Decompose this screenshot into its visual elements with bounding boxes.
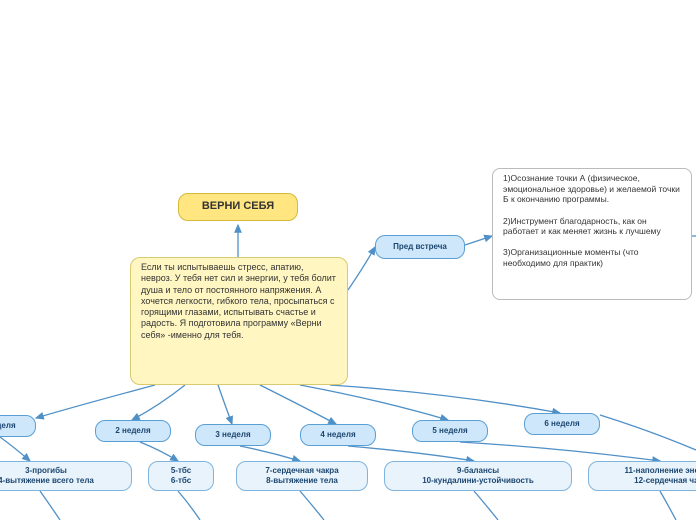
mindmap-canvas: { "canvas": { "width": 696, "height": 52… <box>0 0 696 520</box>
week-2-text: 2 неделя <box>115 426 150 436</box>
week-2-detail-text: 5-тбс 6-тбс <box>171 466 191 486</box>
week-5-node[interactable]: 5 неделя <box>412 420 488 442</box>
info-text: 1)Осознание точки А (физическое, эмоцион… <box>503 173 681 269</box>
week-5-text: 5 неделя <box>432 426 467 436</box>
week-4-detail-node[interactable]: 9-балансы 10-кундалини-устойчивость <box>384 461 572 491</box>
week-4-text: 4 неделя <box>320 430 355 440</box>
desc-text: Если ты испытываешь стресс, апатию, невр… <box>141 262 337 341</box>
week-5-detail-node[interactable]: 11-наполнение энергией 12-сердечная чакр… <box>588 461 696 491</box>
central-description-node[interactable]: Если ты испытываешь стресс, апатию, невр… <box>130 257 348 385</box>
pre-meeting-info-node[interactable]: 1)Осознание точки А (физическое, эмоцион… <box>492 168 692 300</box>
pred-text: Пред встреча <box>393 242 447 252</box>
week-1-node[interactable]: 1 неделя <box>0 415 36 437</box>
week-6-text: 6 неделя <box>544 419 579 429</box>
week-1-text: 1 неделя <box>0 421 16 431</box>
week-4-node[interactable]: 4 неделя <box>300 424 376 446</box>
week-2-detail-node[interactable]: 5-тбс 6-тбс <box>148 461 214 491</box>
week-1-detail-node[interactable]: 3-прогибы 4-вытяжение всего тела <box>0 461 132 491</box>
title-text: ВЕРНИ СЕБЯ <box>202 200 274 214</box>
week-1-detail-text: 3-прогибы 4-вытяжение всего тела <box>0 466 94 486</box>
mindmap-title-node[interactable]: ВЕРНИ СЕБЯ <box>178 193 298 221</box>
pre-meeting-node[interactable]: Пред встреча <box>375 235 465 259</box>
week-6-node[interactable]: 6 неделя <box>524 413 600 435</box>
week-3-text: 3 неделя <box>215 430 250 440</box>
week-3-node[interactable]: 3 неделя <box>195 424 271 446</box>
week-2-node[interactable]: 2 неделя <box>95 420 171 442</box>
week-3-detail-node[interactable]: 7-сердечная чакра 8-вытяжение тела <box>236 461 368 491</box>
week-5-detail-text: 11-наполнение энергией 12-сердечная чакр… <box>625 466 696 486</box>
week-3-detail-text: 7-сердечная чакра 8-вытяжение тела <box>265 466 338 486</box>
week-4-detail-text: 9-балансы 10-кундалини-устойчивость <box>422 466 534 486</box>
